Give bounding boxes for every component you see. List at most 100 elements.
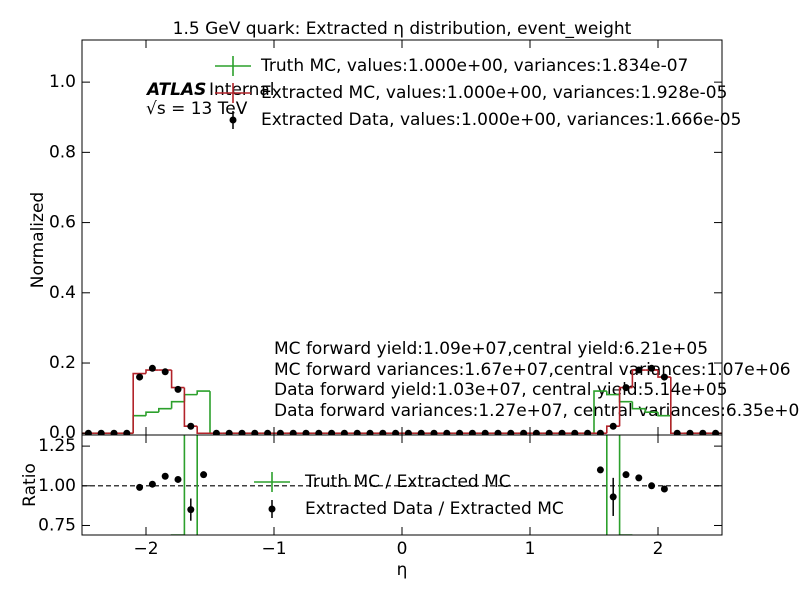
data-point xyxy=(596,466,604,474)
data-point xyxy=(635,474,643,482)
legend-label: Extracted MC, values:1.000e+00, variance… xyxy=(261,83,727,103)
data-point xyxy=(494,429,502,435)
data-point xyxy=(148,364,156,372)
y-tick-label: 0.6 xyxy=(49,213,76,233)
data-point xyxy=(123,429,131,435)
data-point xyxy=(443,429,451,435)
y-tick-label: 1.00 xyxy=(38,476,76,496)
y-axis-label: Normalized xyxy=(28,192,48,288)
y-tick-label: 0.4 xyxy=(49,283,76,303)
y-tick-label: 0.8 xyxy=(49,142,76,162)
data-point xyxy=(622,471,630,479)
atlas-status: Internal xyxy=(209,80,275,100)
data-point xyxy=(648,364,656,372)
data-point xyxy=(673,429,681,435)
x-tick-label: −1 xyxy=(261,539,286,559)
data-point xyxy=(584,429,592,435)
legend-label: Truth MC, values:1.000e+00, variances:1.… xyxy=(260,56,688,76)
histogram-step xyxy=(132,372,146,434)
histogram-step xyxy=(170,400,185,409)
data-point xyxy=(161,472,169,480)
histogram-step xyxy=(145,411,159,416)
data-point xyxy=(571,429,579,435)
data-point xyxy=(609,493,617,501)
histogram-step xyxy=(158,407,172,413)
data-point xyxy=(532,429,540,435)
x-tick-label: 2 xyxy=(653,539,664,559)
data-point xyxy=(622,384,630,392)
data-point xyxy=(315,429,323,435)
axes: 0.0 0.2 0.4 0.6 0.8 1.0 0.75 1.00 1.25 −2 −1 0 1 2 xyxy=(38,40,722,559)
data-point xyxy=(148,480,156,488)
data-point xyxy=(212,429,220,435)
data-point xyxy=(251,429,259,435)
histogram-step xyxy=(606,391,620,396)
y-tick-label: 0.2 xyxy=(49,353,76,373)
data-point xyxy=(404,429,412,435)
data-point xyxy=(97,429,105,435)
x-axis-label: η xyxy=(397,560,408,580)
data-point xyxy=(456,429,464,435)
data-point xyxy=(200,471,208,479)
data-point xyxy=(340,429,348,435)
data-point xyxy=(660,373,668,381)
data-point xyxy=(417,429,425,435)
atlas-label: ATLAS xyxy=(145,80,206,100)
legend-marker xyxy=(229,116,237,124)
data-point xyxy=(507,429,515,435)
data-point xyxy=(302,429,310,435)
data-point xyxy=(353,429,361,435)
data-point xyxy=(686,429,694,435)
data-point xyxy=(609,422,617,430)
histogram-step xyxy=(593,390,607,434)
data-point xyxy=(174,385,182,393)
histogram-step xyxy=(657,412,671,417)
legend-label: Truth MC / Extracted MC xyxy=(304,472,511,492)
data-point xyxy=(136,483,144,491)
data-point xyxy=(558,429,566,435)
data-point xyxy=(136,373,144,381)
y-tick-label: 1.0 xyxy=(49,72,76,92)
data-point xyxy=(545,429,553,435)
y-tick-label: 1.25 xyxy=(38,436,76,456)
energy-label: √s = 13 TeV xyxy=(146,99,248,119)
data-point xyxy=(238,429,246,435)
data-point xyxy=(276,429,284,435)
legend-label: Extracted Data / Extracted MC xyxy=(305,499,564,519)
x-tick-label: 0 xyxy=(397,539,408,559)
data-point xyxy=(174,475,182,483)
yield-text: Data forward yield:1.03e+07, central yie… xyxy=(274,380,728,400)
data-point xyxy=(289,429,297,435)
data-point xyxy=(366,429,374,435)
data-point xyxy=(520,429,528,435)
data-point xyxy=(660,485,668,493)
yield-text: MC forward yield:1.09e+07,central yield:… xyxy=(274,339,708,359)
y-axis-label: Ratio xyxy=(20,463,40,507)
histogram-step xyxy=(631,401,646,410)
data-point xyxy=(264,429,272,435)
data-point xyxy=(699,429,707,435)
data-point xyxy=(648,482,656,490)
data-point xyxy=(596,429,604,435)
histogram-step xyxy=(196,426,210,435)
data-point xyxy=(430,429,438,435)
legend-label: Extracted Data, values:1.000e+00, varian… xyxy=(261,110,741,130)
legend-marker xyxy=(268,505,276,513)
y-tick-label: 0.0 xyxy=(49,423,76,443)
data-point xyxy=(328,429,336,435)
data-point xyxy=(481,429,489,435)
x-tick-label: −2 xyxy=(133,539,158,559)
ratio-frame xyxy=(81,434,723,536)
main-plot xyxy=(82,364,722,435)
data-point xyxy=(468,429,476,435)
yield-text: MC forward variances:1.67e+07,central va… xyxy=(274,360,791,380)
data-point xyxy=(110,429,118,435)
data-point xyxy=(392,429,400,435)
y-tick-label: 0.75 xyxy=(38,515,76,535)
yield-text: Data forward variances:1.27e+07, central… xyxy=(274,401,799,421)
data-point xyxy=(161,368,169,376)
data-point xyxy=(225,429,233,435)
